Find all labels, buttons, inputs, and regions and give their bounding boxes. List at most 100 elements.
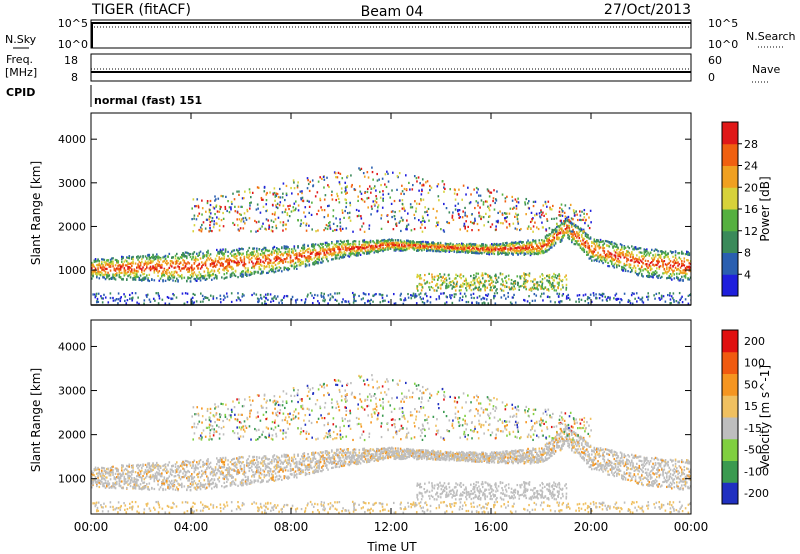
power-cell — [366, 252, 368, 255]
power-cell — [477, 201, 479, 204]
power-cell — [271, 264, 273, 267]
power-cell — [273, 271, 276, 274]
power-cell — [613, 242, 616, 245]
power-cell — [416, 243, 418, 247]
power-cell — [581, 248, 583, 251]
power-cell — [419, 240, 422, 244]
power-cell — [197, 254, 199, 258]
power-cell — [372, 178, 374, 181]
power-cell — [307, 244, 309, 247]
power-cell — [112, 276, 114, 279]
power-cell — [248, 188, 251, 191]
power-cell — [261, 253, 263, 257]
power-cell — [224, 296, 226, 299]
power-cell — [186, 262, 188, 265]
power-cell — [596, 258, 598, 261]
power-cell — [376, 172, 378, 176]
power-cell — [628, 264, 631, 267]
power-cell — [446, 247, 448, 250]
power-cell — [526, 244, 528, 248]
power-cell — [119, 268, 122, 271]
power-cell — [689, 266, 691, 269]
power-cell — [396, 245, 398, 249]
power-cell — [91, 264, 93, 267]
power-cell — [126, 299, 129, 302]
power-cell — [414, 217, 416, 220]
power-cell — [559, 232, 562, 235]
power-cell — [121, 255, 123, 258]
power-cell — [529, 227, 532, 230]
power-cell — [672, 265, 674, 268]
power-cell — [326, 258, 328, 261]
power-cell — [119, 265, 122, 268]
power-cell — [337, 240, 339, 243]
power-cell — [583, 216, 586, 219]
power-cell — [541, 284, 543, 287]
power-cell — [286, 256, 288, 259]
power-cell — [621, 244, 623, 247]
power-cell — [234, 205, 236, 208]
power-cell — [576, 226, 578, 229]
power-cell — [152, 253, 154, 256]
power-cell — [98, 259, 101, 263]
power-cell — [404, 249, 407, 252]
power-cell — [562, 231, 564, 234]
power-cell — [251, 272, 253, 275]
power-cell — [408, 181, 410, 185]
power-cell — [516, 275, 519, 278]
power-cell — [117, 264, 119, 267]
power-cell — [113, 277, 116, 280]
power-cell — [502, 222, 504, 225]
power-cell — [644, 259, 647, 262]
power-cell — [188, 252, 191, 256]
power-cell — [107, 275, 109, 278]
power-cell — [646, 263, 648, 266]
power-cell — [249, 202, 251, 205]
power-cell — [384, 247, 387, 250]
power-cell — [381, 296, 384, 299]
power-cell — [361, 248, 363, 251]
power-cell — [445, 301, 448, 304]
power-cell — [189, 274, 192, 277]
power-cell — [646, 265, 648, 268]
power-cell — [596, 259, 598, 263]
power-cell — [410, 297, 413, 300]
power-cell — [309, 180, 312, 183]
power-cell — [259, 268, 262, 271]
power-cell — [128, 274, 131, 277]
power-cell — [471, 244, 473, 247]
power-cell — [339, 227, 342, 231]
power-cell — [273, 245, 276, 249]
power-cell — [128, 293, 131, 297]
power-cell — [541, 278, 544, 281]
power-cell — [591, 245, 593, 248]
power-cell — [263, 246, 266, 249]
power-cell — [380, 214, 383, 217]
power-cell — [686, 267, 688, 271]
power-cell — [322, 246, 324, 249]
power-cell — [454, 285, 457, 288]
power-cell — [581, 242, 583, 245]
power-cell — [149, 266, 152, 270]
power-cell — [91, 271, 93, 274]
power-cell — [378, 178, 380, 181]
power-cell — [486, 188, 489, 191]
power-cell — [371, 248, 373, 251]
power-cell — [445, 276, 447, 280]
power-cell — [484, 243, 487, 246]
power-cell — [488, 195, 491, 198]
power-cell — [254, 271, 257, 274]
power-cell — [689, 293, 691, 296]
power-cell — [454, 244, 457, 247]
power-cell — [473, 245, 476, 248]
power-cell — [206, 218, 208, 221]
power-cell — [626, 253, 628, 256]
power-cell — [616, 297, 619, 300]
power-cell — [419, 244, 422, 247]
power-cell — [567, 224, 569, 227]
power-cell — [106, 263, 108, 266]
power-cell — [596, 242, 598, 245]
power-cell — [347, 216, 350, 220]
power-cell — [233, 256, 236, 259]
power-cell — [663, 272, 666, 275]
